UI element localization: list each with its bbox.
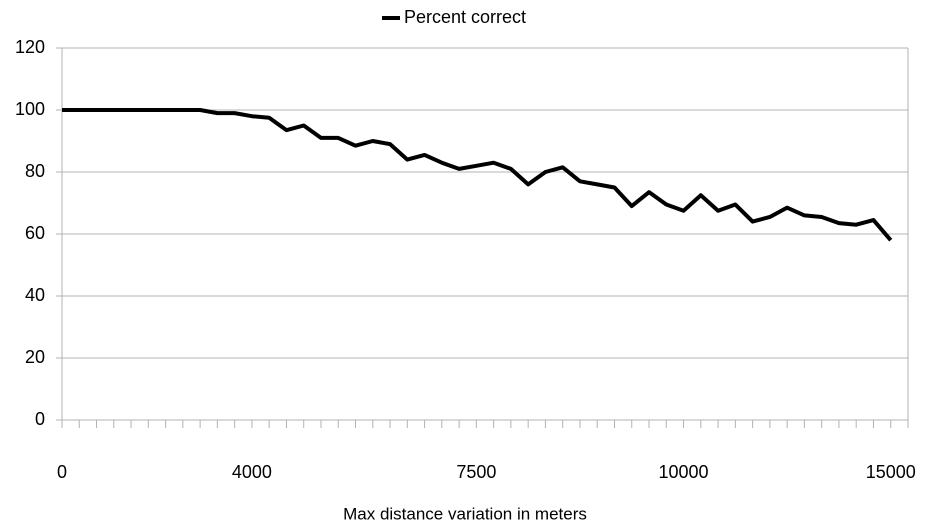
x-tick-label: 0: [57, 462, 67, 482]
x-tick-label: 7500: [456, 462, 496, 482]
y-tick-label: 0: [35, 409, 45, 429]
x-tick-label: 15000: [866, 462, 916, 482]
x-axis-title: Max distance variation in meters: [343, 504, 587, 523]
series-line: [62, 108, 893, 242]
x-tick-label: 10000: [659, 462, 709, 482]
y-tick-label: 60: [25, 223, 45, 243]
y-tick-label: 40: [25, 285, 45, 305]
x-tick-label: 4000: [232, 462, 272, 482]
y-tick-label: 120: [15, 37, 45, 57]
y-tick-label: 100: [15, 99, 45, 119]
legend-label: Percent correct: [404, 7, 526, 27]
y-tick-label: 20: [25, 347, 45, 367]
y-tick-label: 80: [25, 161, 45, 181]
